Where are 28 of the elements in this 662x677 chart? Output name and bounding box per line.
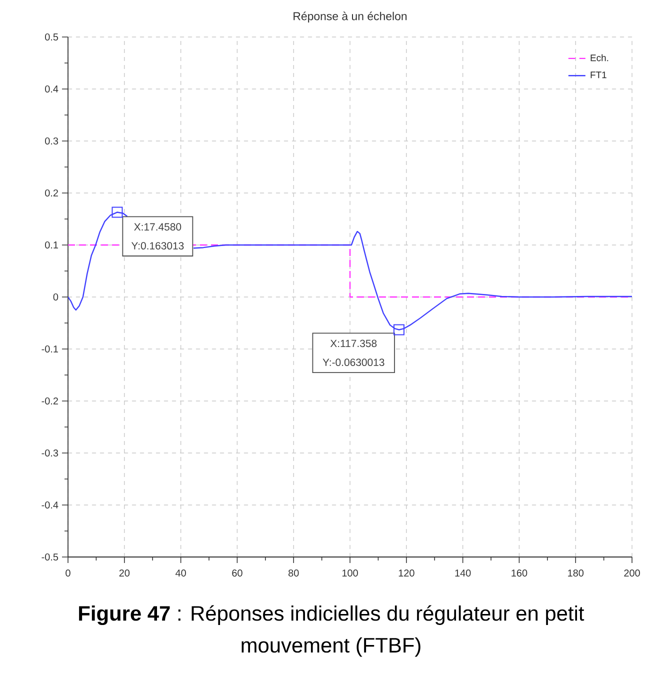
x-tick-label: 200 bbox=[624, 570, 640, 577]
x-tick-label: 40 bbox=[175, 570, 186, 577]
y-tick-label: -0.2 bbox=[42, 397, 58, 405]
y-tick-label: -0.5 bbox=[42, 553, 58, 561]
y-tick-label: -0.1 bbox=[42, 345, 58, 353]
y-tick-label: 0.1 bbox=[45, 241, 58, 249]
legend-label: FT1 bbox=[590, 72, 606, 78]
x-tick-label: 160 bbox=[512, 570, 528, 577]
legend-label: Ech. bbox=[590, 54, 608, 62]
x-tick-label: 80 bbox=[288, 570, 299, 577]
y-tick-label: -0.4 bbox=[42, 501, 58, 509]
x-tick-label: 60 bbox=[232, 570, 242, 577]
x-tick-label: 100 bbox=[342, 570, 358, 577]
y-tick-label: -0.3 bbox=[42, 449, 58, 457]
text: Figure 47 : Réponses indicielles du régulateur en petit mouvement (FTBF) bbox=[79, 605, 584, 657]
x-tick-label: 20 bbox=[119, 570, 130, 577]
x-tick-label: 120 bbox=[398, 570, 414, 577]
y-tick-label: 0.2 bbox=[45, 189, 58, 197]
chart-title: Réponse à un échelon bbox=[294, 12, 407, 22]
x-tick-label: 0 bbox=[66, 570, 70, 577]
y-tick-label: 0.4 bbox=[45, 85, 58, 93]
x-tick-label: 180 bbox=[568, 570, 584, 577]
y-tick-label: 0.5 bbox=[45, 33, 58, 41]
annotation: X:117.358 Y:-0.0630013 bbox=[322, 340, 384, 366]
y-tick-label: 0.3 bbox=[45, 137, 58, 145]
x-tick-label: 140 bbox=[455, 570, 471, 577]
annotation: X:17.4580 Y:0.163013 bbox=[131, 223, 184, 250]
y-tick-label: 0 bbox=[53, 293, 58, 301]
